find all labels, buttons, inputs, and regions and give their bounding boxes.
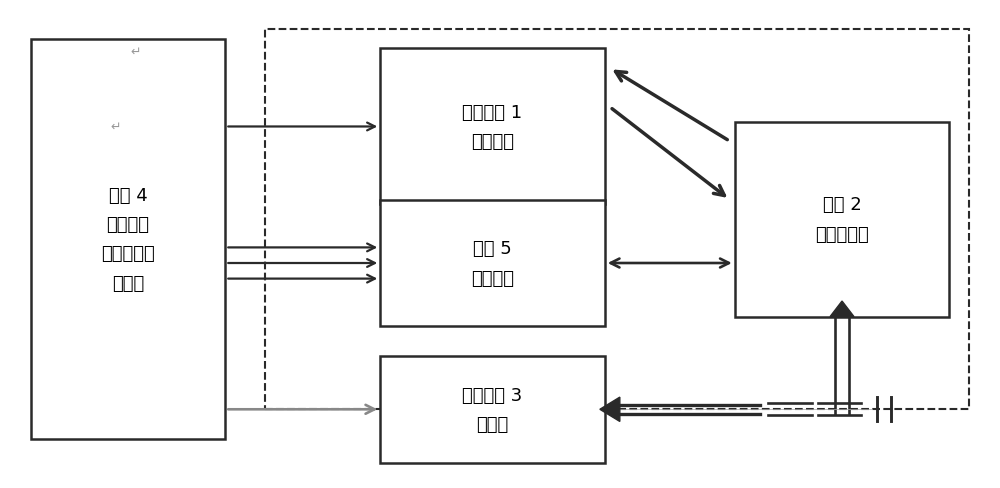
Bar	[380, 49, 605, 205]
Bar	[380, 200, 605, 327]
Text: ↵: ↵	[110, 121, 121, 134]
Text: 装置 5: 装置 5	[473, 240, 512, 258]
Bar	[265, 30, 969, 409]
Text: 亮度色度: 亮度色度	[471, 133, 514, 151]
Text: 测量装置 1: 测量装置 1	[462, 103, 523, 122]
Text: 控制系统 3: 控制系统 3	[462, 386, 523, 404]
Text: 组件 2: 组件 2	[823, 196, 861, 214]
Text: 电阻调节: 电阻调节	[471, 269, 514, 287]
Polygon shape	[830, 302, 854, 317]
Polygon shape	[600, 397, 620, 422]
Bar	[380, 356, 605, 463]
Text: 平衡电阻的: 平衡电阻的	[101, 245, 155, 263]
Text: 待测定: 待测定	[112, 274, 144, 292]
Text: 显示屏: 显示屏	[476, 415, 509, 433]
Text: 控制与计算: 控制与计算	[815, 225, 869, 243]
Bar	[31, 40, 225, 439]
Bar	[735, 122, 949, 317]
Text: ↵: ↵	[130, 45, 141, 58]
Text: 模块 4: 模块 4	[109, 186, 147, 204]
Text: 全彩显示: 全彩显示	[107, 216, 150, 234]
